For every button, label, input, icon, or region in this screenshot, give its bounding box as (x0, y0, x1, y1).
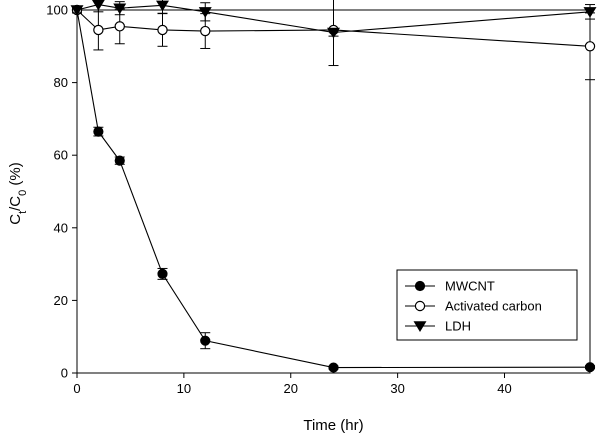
y-axis-label-base: C (7, 214, 24, 225)
data-point-ldh (91, 0, 105, 11)
y-axis-label-sub2: 0 (17, 190, 29, 196)
data-point-mwcnt (93, 126, 104, 137)
x-tick-label: 30 (390, 381, 404, 396)
legend-label-mwcnt: MWCNT (445, 279, 495, 294)
y-axis-label: Ct/C0 (%) (7, 162, 29, 225)
data-point-ldh (113, 3, 127, 15)
data-point-activated-carbon (200, 25, 211, 37)
x-tick-label: 10 (177, 381, 191, 396)
data-point-ldh (327, 27, 340, 39)
data-point-mwcnt (157, 268, 168, 280)
y-tick-label: 0 (61, 366, 68, 381)
y-axis-label-tail: (%) (7, 162, 24, 190)
legend-marker-mwcnt (414, 280, 426, 292)
legend: MWCNT Activated carbon LDH (396, 269, 578, 341)
legend-label-activated-carbon: Activated carbon (445, 299, 542, 314)
x-tick-label: 0 (73, 381, 80, 396)
data-point-activated-carbon (114, 21, 125, 32)
y-tick-label: 40 (54, 220, 68, 235)
y-tick-label: 20 (54, 293, 68, 308)
y-tick-label: 80 (54, 75, 68, 90)
data-point-ldh (198, 7, 212, 18)
y-tick-label: 60 (54, 148, 68, 163)
series-activated-carbon (71, 0, 596, 81)
data-point-activated-carbon (157, 24, 168, 36)
series-mwcnt (71, 4, 596, 373)
axis-ticks: 0 10 20 30 40 0 20 40 60 80 100 (46, 3, 511, 397)
data-point-mwcnt (200, 335, 211, 346)
data-point-ldh (583, 7, 597, 18)
data-point-ldh (156, 0, 169, 12)
series-layer (70, 0, 597, 373)
x-tick-label: 20 (284, 381, 298, 396)
x-axis-label: Time (hr) (303, 417, 363, 434)
series-ldh (70, 0, 597, 39)
data-point-activated-carbon (584, 41, 596, 52)
x-tick-label: 40 (497, 381, 511, 396)
y-tick-label: 100 (46, 3, 68, 18)
legend-marker-ldh (413, 321, 427, 333)
data-point-mwcnt (114, 155, 125, 166)
legend-marker-activated-carbon (414, 300, 426, 312)
legend-label-ldh: LDH (445, 319, 471, 334)
data-point-mwcnt (328, 362, 339, 373)
y-axis-label-sub1: t (17, 211, 29, 214)
data-point-ldh (70, 5, 84, 17)
data-point-activated-carbon (93, 24, 104, 36)
data-point-mwcnt (584, 362, 596, 373)
y-axis-label-slash: /C (7, 196, 24, 211)
legend-box (396, 269, 578, 341)
